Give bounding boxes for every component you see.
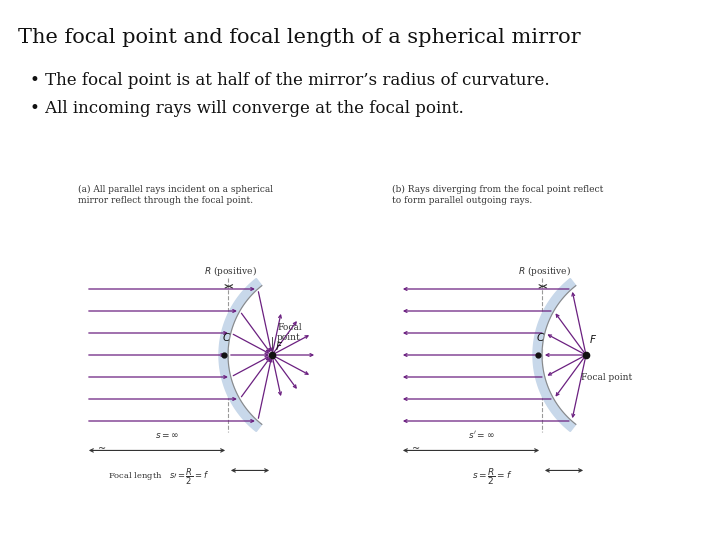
Text: (a) All parallel rays incident on a spherical
mirror reflect through the focal p: (a) All parallel rays incident on a sphe… [78, 185, 273, 205]
Polygon shape [219, 279, 262, 431]
Text: $s = \infty$: $s = \infty$ [155, 431, 179, 441]
Text: The focal point and focal length of a spherical mirror: The focal point and focal length of a sp… [18, 28, 580, 47]
Text: (b) Rays diverging from the focal point reflect
to form parallel outgoing rays.: (b) Rays diverging from the focal point … [392, 185, 603, 205]
Text: $F$: $F$ [589, 333, 597, 345]
Text: $s = \dfrac{R}{2} = f$: $s = \dfrac{R}{2} = f$ [472, 466, 513, 487]
Text: • The focal point is at half of the mirror’s radius of curvature.: • The focal point is at half of the mirr… [30, 72, 549, 89]
Text: Focal length   $s\prime = \dfrac{R}{2} = f$: Focal length $s\prime = \dfrac{R}{2} = f… [108, 466, 209, 487]
Text: • All incoming rays will converge at the focal point.: • All incoming rays will converge at the… [30, 100, 464, 117]
Text: $C$: $C$ [222, 331, 231, 343]
Text: $C$: $C$ [536, 331, 545, 343]
Text: $s' = \infty$: $s' = \infty$ [468, 429, 495, 441]
Text: Focal
point: Focal point [277, 323, 302, 342]
Text: ~: ~ [412, 444, 420, 455]
Polygon shape [533, 279, 576, 431]
Text: ~: ~ [98, 444, 106, 455]
Text: $R$ (positive): $R$ (positive) [204, 265, 257, 278]
Text: Focal point: Focal point [581, 373, 632, 382]
Text: $F$: $F$ [275, 340, 283, 352]
Text: $R$ (positive): $R$ (positive) [518, 265, 571, 278]
